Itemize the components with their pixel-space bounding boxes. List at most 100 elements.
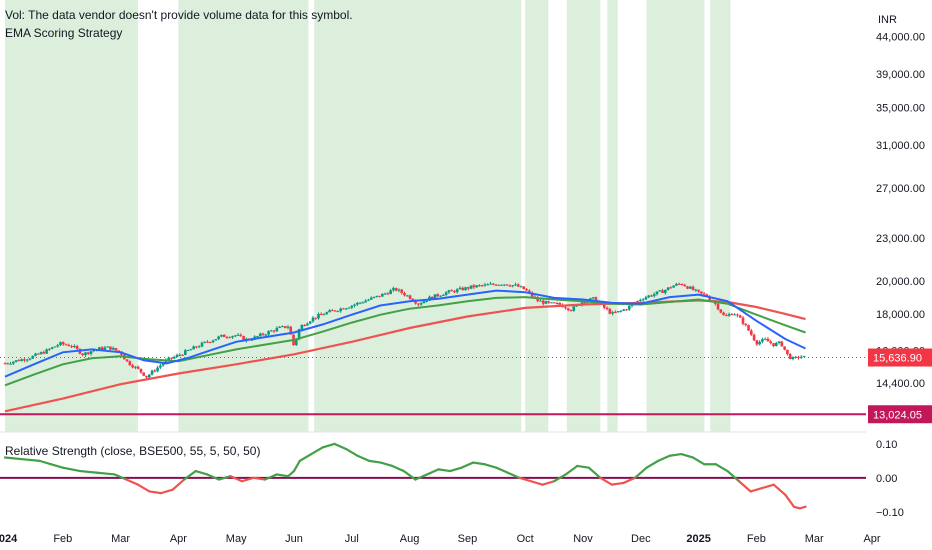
- candle-body: [447, 290, 451, 293]
- rs-segment: [576, 464, 590, 469]
- candle-body: [17, 360, 21, 362]
- candle-body: [145, 375, 148, 378]
- candle-body: [347, 307, 351, 309]
- candle-body: [178, 354, 182, 356]
- candle-body: [289, 326, 293, 335]
- candle-body: [270, 330, 273, 332]
- rs-segment: [38, 459, 53, 466]
- candle-body: [48, 348, 51, 350]
- candle-body: [153, 370, 157, 372]
- rs-indicator-label[interactable]: Relative Strength (close, BSE500, 55, 5,…: [5, 444, 260, 458]
- rs-segment: [194, 469, 209, 476]
- candle-body: [378, 295, 381, 297]
- time-tick-label: May: [226, 533, 247, 545]
- candle-body: [59, 342, 62, 346]
- rs-segment: [749, 486, 764, 493]
- candle-body: [319, 313, 323, 315]
- candle-body: [164, 359, 168, 364]
- candle-body: [222, 334, 226, 338]
- candle-body: [328, 310, 331, 313]
- rs-segment: [541, 480, 556, 486]
- candle-body: [455, 289, 459, 293]
- candle-body: [139, 368, 143, 373]
- candle-body: [203, 341, 207, 343]
- candle-body: [478, 285, 481, 287]
- candle-body: [369, 297, 373, 300]
- candle-body: [181, 354, 184, 356]
- rs-segment: [292, 459, 301, 473]
- rs-axis[interactable]: 0.10 0.00 −0.10: [876, 439, 904, 519]
- candle-body: [736, 314, 739, 316]
- candle-body: [64, 344, 68, 346]
- rs-segment: [772, 483, 787, 496]
- candle-body: [583, 302, 587, 304]
- ema-red-line: [4, 299, 806, 413]
- candle-body: [375, 295, 379, 297]
- candle-body: [333, 310, 337, 312]
- rs-segment: [402, 469, 417, 481]
- candle-body: [325, 312, 329, 315]
- price-tick-label: 23,000.00: [876, 233, 925, 245]
- rs-segment: [79, 469, 99, 474]
- candle-body: [125, 359, 129, 362]
- candle-body: [752, 334, 756, 341]
- candle-body: [220, 334, 223, 337]
- rs-tick-label: 0.10: [876, 439, 897, 451]
- time-tick-label: Mar: [805, 533, 824, 545]
- score-band: [710, 0, 731, 432]
- rs-segment: [298, 452, 313, 462]
- candle-body: [81, 353, 84, 356]
- rs-segment: [21, 458, 41, 462]
- candle-body: [272, 330, 276, 332]
- rs-segment: [356, 454, 371, 462]
- candle-body: [98, 347, 101, 350]
- candle-body: [73, 346, 76, 348]
- rs-tick-label: 0.00: [876, 473, 897, 485]
- candle-body: [569, 310, 573, 312]
- candle-body: [372, 296, 376, 298]
- candle-body: [339, 308, 343, 312]
- candle-body: [514, 284, 517, 286]
- candle-body: [669, 287, 673, 289]
- candle-body: [616, 311, 620, 313]
- rs-segment: [552, 473, 567, 483]
- rs-segment: [344, 447, 359, 457]
- rs-segment: [506, 471, 521, 479]
- candle-body: [275, 327, 279, 332]
- candle-body: [719, 309, 723, 313]
- strategy-name[interactable]: EMA Scoring Strategy: [5, 26, 122, 40]
- candle-body: [722, 312, 725, 316]
- candle-body: [442, 294, 445, 296]
- candle-body: [172, 356, 176, 359]
- candle-body: [747, 325, 750, 331]
- price-axis[interactable]: 14,400.0016,000.0018,000.0020,000.0023,0…: [868, 32, 932, 424]
- candle-body: [725, 315, 728, 317]
- candle-body: [211, 340, 215, 343]
- candle-body: [322, 314, 326, 316]
- time-axis[interactable]: 2024 Feb Mar Apr May Jun Jul Aug Sep Oct Nov Dec 202…: [0, 533, 881, 545]
- candle-body: [622, 309, 625, 311]
- candle-body: [200, 342, 204, 347]
- rs-segment: [333, 442, 348, 451]
- rs-segment: [240, 476, 255, 483]
- candle-body: [367, 299, 370, 301]
- candle-body: [627, 306, 631, 310]
- candle-body: [697, 289, 700, 292]
- candle-body: [189, 349, 193, 351]
- candle-body: [738, 315, 742, 318]
- candle-body: [170, 357, 173, 359]
- candle-body: [522, 286, 526, 290]
- candle-body: [400, 289, 404, 293]
- candle-body: [480, 285, 484, 287]
- candle-body: [500, 284, 503, 286]
- rs-segment: [495, 466, 509, 474]
- time-tick-label: 2025: [686, 533, 710, 545]
- time-tick-label: Aug: [400, 533, 420, 545]
- candle-body: [364, 300, 367, 303]
- candle-body: [70, 346, 73, 348]
- rs-segment: [148, 490, 163, 495]
- candle-body: [106, 346, 109, 348]
- candle-body: [300, 325, 304, 330]
- candle-body: [114, 348, 118, 351]
